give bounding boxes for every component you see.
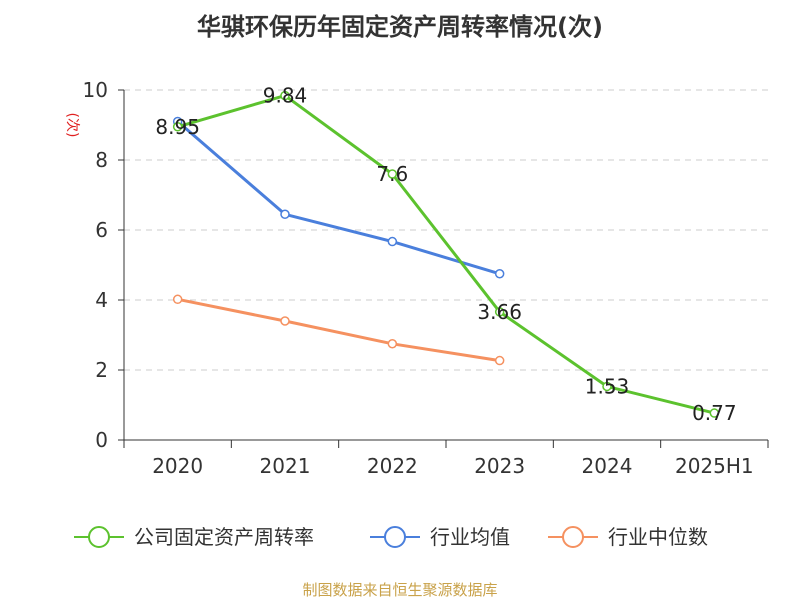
axes: 0 2 4 6 8 10 2020 2021 2022 2023 2024 2025H1: [83, 78, 769, 478]
data-label-1: 9.84: [263, 84, 308, 108]
series-line-0: [177, 94, 715, 415]
legend: 公司固定资产周转率 行业均值 行业中位数: [74, 525, 708, 549]
point-2-3: [494, 355, 505, 366]
legend-label-2: 行业中位数: [608, 525, 708, 549]
y-tick-label-0: 0: [95, 428, 108, 452]
point-0-4: [602, 381, 612, 392]
grid-lines: [124, 89, 768, 371]
data-label-4: 1.53: [585, 374, 630, 398]
x-tick-label-4: 2024: [582, 454, 633, 478]
legend-label-1: 行业均值: [430, 525, 510, 549]
data-label-5: 0.77: [692, 401, 737, 425]
data-label-2: 7.6: [376, 162, 408, 186]
point-1-2: [387, 236, 398, 247]
point-0-3: [494, 307, 505, 317]
point-0-2: [387, 169, 398, 179]
data-label-0: 8.95: [155, 115, 200, 139]
x-tick-label-0: 2020: [152, 454, 203, 478]
data-label-3: 3.66: [477, 300, 522, 324]
legend-marker-0: [88, 526, 110, 548]
point-2-1: [280, 316, 290, 326]
y-tick-label-3: 6: [95, 218, 108, 242]
series-layer: [172, 90, 720, 418]
point-1-1: [280, 209, 290, 219]
series-line-1: [176, 120, 501, 276]
y-tick-label-2: 4: [95, 288, 108, 312]
y-tick-label-4: 8: [95, 148, 108, 172]
x-tick-label-3: 2023: [474, 454, 525, 478]
legend-marker-1: [384, 526, 406, 548]
point-1-3: [494, 269, 505, 279]
x-tick-label-1: 2021: [260, 454, 311, 478]
series-line-2: [177, 297, 500, 363]
y-axis-label: (次): [64, 113, 80, 138]
chart-title: 华骐环保历年固定资产周转率情况(次): [197, 13, 603, 41]
point-0-1: [280, 90, 290, 101]
x-tick-label-2: 2022: [367, 454, 418, 478]
data-labels: 8.95 9.84 7.6 3.66 1.53 0.77: [155, 84, 736, 425]
point-0-5: [709, 408, 720, 418]
y-tick-label-5: 10: [83, 78, 108, 102]
legend-label-0: 公司固定资产周转率: [134, 525, 314, 549]
source-note: 制图数据来自恒生聚源数据库: [302, 581, 497, 599]
point-2-2: [387, 339, 398, 349]
point-2-0: [172, 294, 183, 305]
legend-marker-2: [562, 526, 584, 548]
point-0-0: [172, 122, 183, 132]
x-tick-label-5: 2025H1: [675, 454, 754, 478]
y-tick-label-1: 2: [95, 358, 108, 382]
